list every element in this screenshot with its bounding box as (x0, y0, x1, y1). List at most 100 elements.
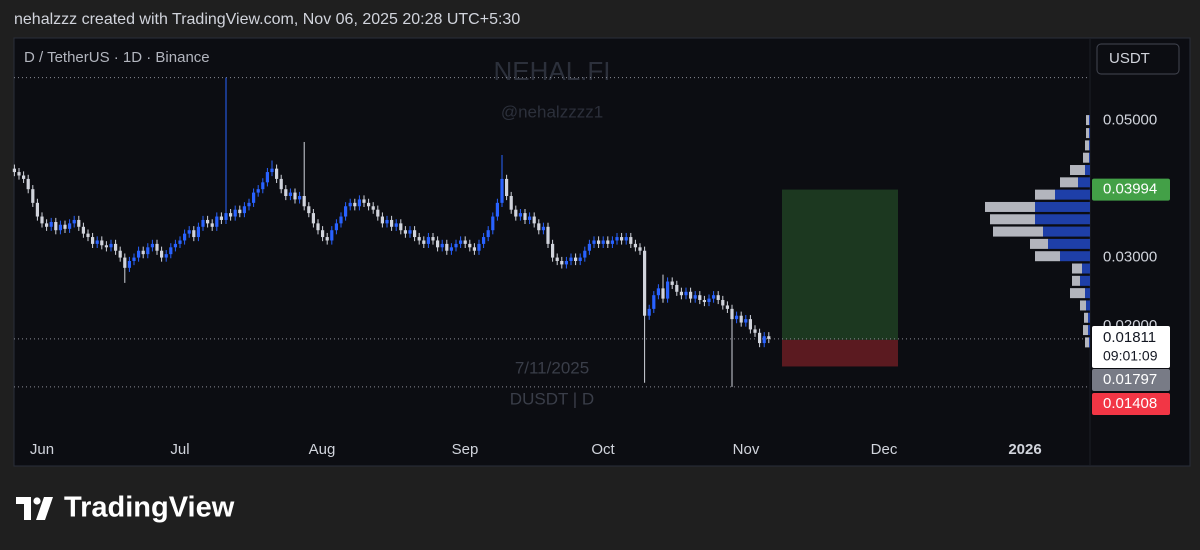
candle-body (463, 240, 467, 244)
volume-down (1060, 177, 1078, 188)
candle-body (311, 213, 315, 224)
candle-body (528, 216, 532, 220)
volume-up (1085, 165, 1090, 176)
currency-button[interactable] (1096, 43, 1180, 75)
candle-body (215, 216, 219, 227)
candle-body (647, 308, 651, 316)
candle-body (684, 291, 688, 296)
candle-body (344, 206, 348, 217)
volume-up (1080, 275, 1090, 286)
watermark: 7/11/2025 (515, 358, 589, 377)
candle-body (509, 196, 513, 210)
candle-body (63, 224, 67, 229)
candle-body (656, 288, 660, 296)
currency-label[interactable]: USDT (1109, 50, 1150, 67)
candle-body (49, 222, 53, 227)
volume-down (1070, 165, 1085, 176)
x-tick-label: Jun (30, 441, 54, 458)
candle-body (270, 168, 274, 173)
candle-body (321, 230, 325, 238)
candle-body (403, 230, 407, 234)
candle-body (445, 243, 449, 251)
candle-body (192, 230, 196, 238)
volume-down (1086, 115, 1089, 126)
candle-body (597, 240, 601, 244)
candle-body (454, 243, 458, 248)
candle-body (578, 257, 582, 261)
candle-body (702, 299, 706, 303)
candle-body (587, 243, 591, 251)
candle-body (330, 230, 334, 241)
volume-down (1086, 128, 1089, 139)
candle-body (712, 295, 716, 299)
candle-body (307, 206, 311, 214)
candle-body (730, 308, 734, 320)
logo-icon (33, 497, 41, 505)
volume-up (1043, 226, 1090, 237)
candle-body (698, 295, 702, 300)
volume-up (1055, 189, 1090, 200)
candle-body (17, 172, 21, 176)
stop-label: 0.01408 (1103, 395, 1157, 412)
tradingview-logo: TradingView (16, 492, 235, 524)
candle-body (100, 240, 104, 246)
candle-body (408, 230, 412, 234)
candle-body (118, 250, 122, 258)
candle-body (523, 213, 527, 220)
candle-body (459, 240, 463, 244)
watermark: NEHAL.FI (493, 56, 610, 86)
candle-body (371, 206, 375, 210)
volume-down (1035, 189, 1055, 200)
volume-down (1080, 300, 1086, 311)
candle-body (40, 216, 44, 224)
candle-body (104, 245, 108, 248)
volume-up (1085, 288, 1090, 299)
candle-body (302, 196, 306, 207)
candle-body (592, 240, 596, 244)
target-label: 0.03994 (1103, 181, 1157, 198)
volume-up (1035, 214, 1090, 225)
candle-body (173, 243, 177, 248)
candle-body (551, 243, 555, 258)
candle-body (413, 230, 417, 238)
candle-body (707, 298, 711, 303)
volume-up (1086, 300, 1090, 311)
candle-body (606, 240, 610, 244)
candle-body (348, 202, 352, 207)
candle-body (12, 168, 16, 173)
volume-down (1083, 325, 1088, 336)
y-tick-label: 0.05000 (1103, 112, 1157, 129)
candle-body (367, 202, 371, 207)
candle-body (689, 291, 693, 299)
last-price-box (1092, 326, 1170, 368)
candle-body (385, 219, 389, 224)
candle-body (114, 243, 118, 251)
candle-body (652, 295, 656, 309)
candle-body (201, 219, 205, 227)
candle-body (137, 250, 141, 258)
candle-body (380, 216, 384, 224)
candle-body (532, 216, 536, 224)
x-tick-label: Aug (309, 441, 336, 458)
plot (12, 77, 1090, 388)
candle-body (739, 315, 743, 323)
candle-body (500, 178, 504, 203)
candle-body (196, 226, 200, 238)
entry-label: 0.01797 (1103, 371, 1157, 388)
candle-body (564, 260, 568, 265)
candle-body (721, 299, 725, 306)
chart-panel (13, 37, 1191, 467)
candle-body (353, 202, 357, 207)
stop-label-box (1092, 393, 1170, 415)
candle-body (518, 213, 522, 217)
candle-body (495, 202, 499, 217)
candle-body (643, 250, 647, 316)
volume-down (990, 214, 1035, 225)
candle-body (31, 189, 35, 203)
candle-body (620, 237, 624, 241)
candle-body (670, 281, 674, 285)
candle-body (357, 199, 361, 207)
candle-body (169, 247, 173, 255)
candle-body (491, 216, 495, 231)
candle-body (219, 216, 223, 220)
